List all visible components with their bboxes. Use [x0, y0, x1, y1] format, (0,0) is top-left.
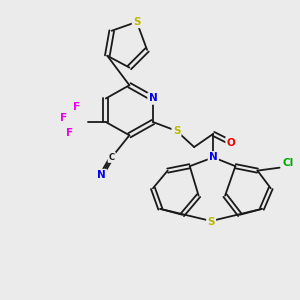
Text: N: N: [97, 170, 106, 180]
Text: F: F: [73, 102, 80, 112]
Text: F: F: [60, 112, 67, 123]
Text: N: N: [209, 152, 218, 162]
Text: N: N: [148, 94, 157, 103]
Text: F: F: [66, 128, 73, 138]
Text: S: S: [133, 17, 140, 27]
Text: Cl: Cl: [283, 158, 294, 168]
Text: C: C: [109, 153, 115, 162]
Text: S: S: [207, 217, 215, 227]
Text: S: S: [173, 126, 180, 136]
Text: O: O: [226, 138, 235, 148]
